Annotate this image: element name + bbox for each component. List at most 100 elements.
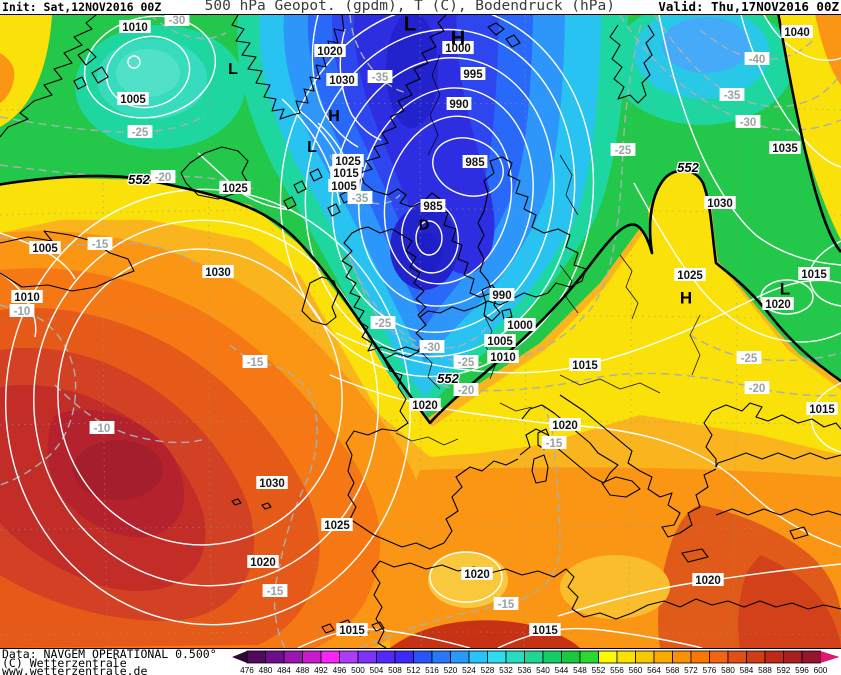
website: www.wetterzentrale.de <box>2 664 148 675</box>
isotherm--20b <box>429 372 841 397</box>
coast-balkans-greece <box>559 394 717 538</box>
colorbar-tick-label: 600 <box>814 666 828 675</box>
data-source: Data: NAVGEM OPERATIONAL 0.500° <box>2 647 217 661</box>
colorbar-segment <box>320 650 340 664</box>
svg-text:1025: 1025 <box>677 270 703 282</box>
svg-text:1005: 1005 <box>487 336 513 348</box>
colorbar-segment <box>505 650 525 664</box>
colorbar-tick-label: 488 <box>296 666 310 675</box>
colorbar-tick-label: 492 <box>314 666 328 675</box>
isotherm--35c <box>654 14 841 108</box>
pressure-label: 985 <box>462 155 488 169</box>
svg-text:L: L <box>404 15 416 36</box>
pressure-center-marker: L <box>228 61 238 78</box>
colorbar-segment <box>413 650 433 664</box>
colorbar-segment <box>801 650 821 664</box>
colorbar-segment <box>709 650 729 664</box>
isobar-1015b2 <box>497 627 703 649</box>
geopotential-label: 552 <box>676 159 701 177</box>
geopotential-label: 552 <box>127 171 152 189</box>
svg-text:-25: -25 <box>375 318 392 330</box>
colorbar-segment <box>524 650 544 664</box>
pressure-label: 1005 <box>328 179 360 193</box>
temperature-label: -30 <box>735 115 761 129</box>
svg-text:995: 995 <box>463 69 483 81</box>
colorbar-tick-label: 592 <box>777 666 791 675</box>
svg-text:1020: 1020 <box>552 420 578 432</box>
isobar-1015s <box>335 279 841 374</box>
isotherm--40 <box>699 29 817 61</box>
svg-text:1020: 1020 <box>765 299 791 311</box>
colorbar-segment <box>746 650 766 664</box>
height-fill-layer <box>0 1 841 648</box>
colorbar-tick-label: 596 <box>795 666 809 675</box>
colorbar-tick-label: 480 <box>259 666 273 675</box>
colorbar-segment <box>653 650 673 664</box>
svg-text:-35: -35 <box>352 193 369 205</box>
isobar-1005 <box>304 28 576 358</box>
colorbar-segment <box>598 650 618 664</box>
svg-text:-30: -30 <box>424 342 441 354</box>
pressure-label: 1020 <box>314 44 346 58</box>
svg-text:-30: -30 <box>169 15 186 27</box>
colorbar-tick-label: 504 <box>370 666 384 675</box>
colorbar-segment <box>635 650 655 664</box>
pressure-label: 1010 <box>11 290 43 304</box>
svg-text:-25: -25 <box>615 145 632 157</box>
isobar-1015b <box>297 628 471 649</box>
svg-text:985: 985 <box>465 157 485 169</box>
colorbar-segment <box>542 650 562 664</box>
svg-text:1020: 1020 <box>412 400 438 412</box>
pressure-label: 1025 <box>219 181 251 195</box>
isobar-1030atl <box>57 248 343 546</box>
svg-text:1030: 1030 <box>707 198 733 210</box>
svg-text:1000: 1000 <box>507 320 533 332</box>
colorbar-segment <box>450 650 470 664</box>
temperature-label: -15 <box>262 584 288 598</box>
temperature-label: -20 <box>453 383 479 397</box>
svg-text:1000: 1000 <box>445 43 471 55</box>
svg-text:-15: -15 <box>92 239 109 251</box>
pressure-label: 1000 <box>442 41 474 55</box>
colorbar-tick-label: 512 <box>407 666 421 675</box>
svg-text:-25: -25 <box>132 127 149 139</box>
weather-map: 1010100510201030102510151005100099599098… <box>0 1 841 649</box>
svg-text:1005: 1005 <box>331 181 357 193</box>
svg-text:1005: 1005 <box>120 94 146 106</box>
colorbar-left-arrow <box>232 651 247 663</box>
svg-text:D: D <box>419 217 430 234</box>
svg-text:990: 990 <box>492 290 511 302</box>
svg-text:1015: 1015 <box>572 360 598 372</box>
isobar-1020e <box>760 279 814 315</box>
pressure-label: 1025 <box>332 154 364 168</box>
pressure-label: 1015 <box>336 623 368 637</box>
svg-text:-30: -30 <box>740 117 757 129</box>
coast-france-iberia <box>345 350 519 550</box>
isobar-990 <box>383 115 513 285</box>
colorbar-tick-label: 516 <box>425 666 439 675</box>
pressure-label: 1020 <box>409 398 441 412</box>
pressure-center-marker: L <box>307 139 317 156</box>
pressure-label: 1015 <box>330 166 362 180</box>
svg-text:-10: -10 <box>14 306 31 318</box>
svg-text:1015: 1015 <box>532 625 558 637</box>
isobar-1025e <box>633 182 841 343</box>
temperature-label: -25 <box>453 355 479 369</box>
pressure-label: 995 <box>460 67 486 81</box>
pressure-label: 1000 <box>504 318 536 332</box>
colorbar-tick-label: 584 <box>740 666 754 675</box>
colorbar-segment <box>394 650 414 664</box>
colorbar-segment <box>783 650 803 664</box>
isobar-1015e <box>808 240 841 307</box>
colorbar-tick-label: 500 <box>351 666 365 675</box>
pressure-center-marker: H <box>328 108 340 125</box>
pressure-label: 1020 <box>762 297 794 311</box>
coast-azores <box>231 498 272 510</box>
pressure-label: 1020 <box>692 573 724 587</box>
isobar-arc <box>311 14 359 148</box>
svg-text:552: 552 <box>677 160 699 175</box>
colorbar-tick-label: 560 <box>629 666 643 675</box>
isotherm--15 <box>0 236 197 264</box>
svg-text:1020: 1020 <box>250 557 276 569</box>
svg-text:1010: 1010 <box>490 352 516 364</box>
